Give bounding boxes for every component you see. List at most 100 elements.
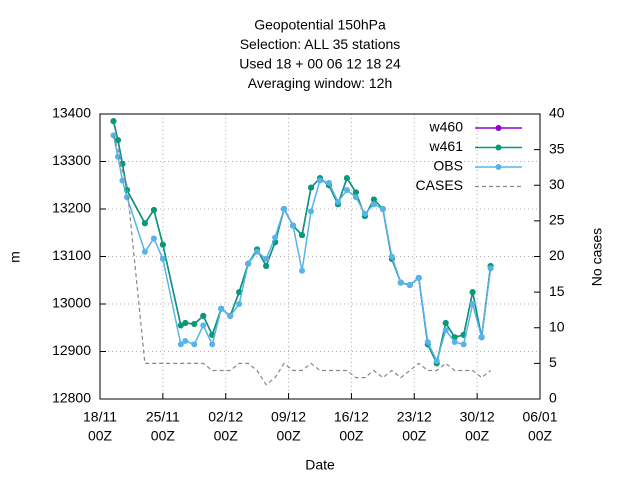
x-axis-label: Date bbox=[305, 457, 335, 473]
y2-tick-label: 35 bbox=[549, 140, 565, 156]
y2-tick-label: 40 bbox=[549, 105, 565, 121]
point bbox=[487, 265, 494, 272]
point bbox=[469, 289, 476, 296]
y-tick-label: 13000 bbox=[52, 295, 91, 311]
x-tick-label: 00Z bbox=[528, 428, 553, 444]
title-line: Selection: ALL 35 stations bbox=[240, 36, 401, 52]
y-tick-label: 13300 bbox=[52, 152, 91, 168]
point bbox=[114, 137, 121, 144]
point bbox=[177, 322, 184, 329]
y-tick-label: 13100 bbox=[52, 247, 91, 263]
point bbox=[263, 255, 270, 262]
point bbox=[442, 320, 449, 326]
y2-tick-label: 25 bbox=[549, 212, 565, 228]
y2-tick-label: 5 bbox=[549, 354, 557, 370]
plot-border bbox=[99, 113, 541, 400]
point bbox=[245, 260, 252, 267]
x-tick-label: 30/12 bbox=[460, 409, 495, 425]
x-tick-label: 00Z bbox=[214, 428, 239, 444]
y-tick-label: 12800 bbox=[52, 390, 91, 406]
point bbox=[317, 177, 323, 184]
x-tick-label: 18/11 bbox=[83, 409, 117, 425]
x-tick-label: 00Z bbox=[465, 428, 490, 444]
point bbox=[209, 341, 216, 348]
y2-tick-label: 10 bbox=[549, 318, 565, 334]
point bbox=[191, 320, 198, 327]
point bbox=[182, 338, 189, 345]
y2-tick-label: 0 bbox=[549, 390, 557, 406]
point bbox=[236, 289, 243, 296]
point bbox=[424, 339, 431, 345]
point bbox=[200, 312, 207, 319]
point bbox=[123, 194, 130, 201]
y2-tick-label: 30 bbox=[549, 176, 565, 192]
point bbox=[141, 220, 148, 227]
y-tick-label: 13200 bbox=[52, 200, 91, 216]
point bbox=[325, 179, 332, 186]
point bbox=[110, 118, 117, 125]
point bbox=[272, 234, 279, 241]
x-tick-label: 00Z bbox=[277, 428, 302, 444]
point bbox=[415, 274, 422, 281]
point bbox=[334, 198, 341, 205]
x-tick-label: 02/12 bbox=[208, 409, 243, 425]
x-tick-label: 09/12 bbox=[271, 409, 306, 425]
point bbox=[191, 341, 198, 348]
x-tick-label: 00Z bbox=[402, 428, 427, 444]
point bbox=[478, 334, 485, 341]
x-tick-label: 23/12 bbox=[397, 409, 432, 425]
point bbox=[263, 263, 270, 269]
point bbox=[433, 358, 440, 364]
point bbox=[159, 241, 166, 248]
title-line: Used 18 + 00 06 12 18 24 bbox=[239, 56, 401, 72]
point bbox=[299, 267, 306, 274]
point bbox=[290, 222, 297, 229]
point bbox=[361, 210, 368, 217]
point bbox=[451, 334, 458, 341]
title-line: Averaging window: 12h bbox=[248, 75, 393, 91]
x-tick-label: 00Z bbox=[151, 428, 176, 444]
point bbox=[218, 305, 225, 312]
x-tick-label: 25/11 bbox=[146, 409, 180, 425]
legend-label: OBS bbox=[433, 158, 463, 174]
x-tick-label: 00Z bbox=[339, 428, 364, 444]
point bbox=[370, 201, 377, 208]
y-tick-label: 12900 bbox=[52, 342, 91, 358]
point bbox=[469, 301, 476, 307]
point bbox=[352, 194, 359, 201]
point bbox=[254, 248, 261, 255]
point bbox=[397, 279, 404, 286]
point bbox=[406, 282, 413, 288]
point bbox=[308, 208, 315, 215]
point bbox=[460, 341, 467, 348]
point bbox=[388, 253, 395, 260]
y-tick-label: 13400 bbox=[52, 105, 91, 121]
point bbox=[182, 320, 189, 326]
point bbox=[119, 177, 126, 184]
point bbox=[150, 235, 157, 242]
x-tick-label: 00Z bbox=[88, 428, 113, 444]
legend-marker bbox=[495, 164, 502, 170]
y2-tick-label: 15 bbox=[549, 283, 565, 299]
point bbox=[379, 206, 386, 212]
point bbox=[343, 187, 350, 193]
point bbox=[343, 175, 350, 182]
legend-label: CASES bbox=[416, 177, 463, 193]
x-tick-label: 16/12 bbox=[334, 409, 369, 425]
y2-tick-label: 20 bbox=[549, 247, 565, 263]
legend-label: w461 bbox=[429, 138, 464, 154]
x-tick-label: 06/01 bbox=[522, 409, 557, 425]
y-axis-label: m bbox=[7, 251, 23, 263]
point bbox=[177, 341, 184, 348]
point bbox=[442, 327, 449, 334]
point bbox=[159, 255, 166, 262]
point bbox=[451, 339, 458, 345]
point bbox=[370, 196, 377, 203]
point bbox=[352, 189, 359, 196]
legend-marker bbox=[495, 125, 502, 131]
title-line: Geopotential 150hPa bbox=[254, 17, 386, 33]
point bbox=[227, 312, 234, 319]
point bbox=[141, 248, 148, 255]
point bbox=[236, 301, 243, 307]
